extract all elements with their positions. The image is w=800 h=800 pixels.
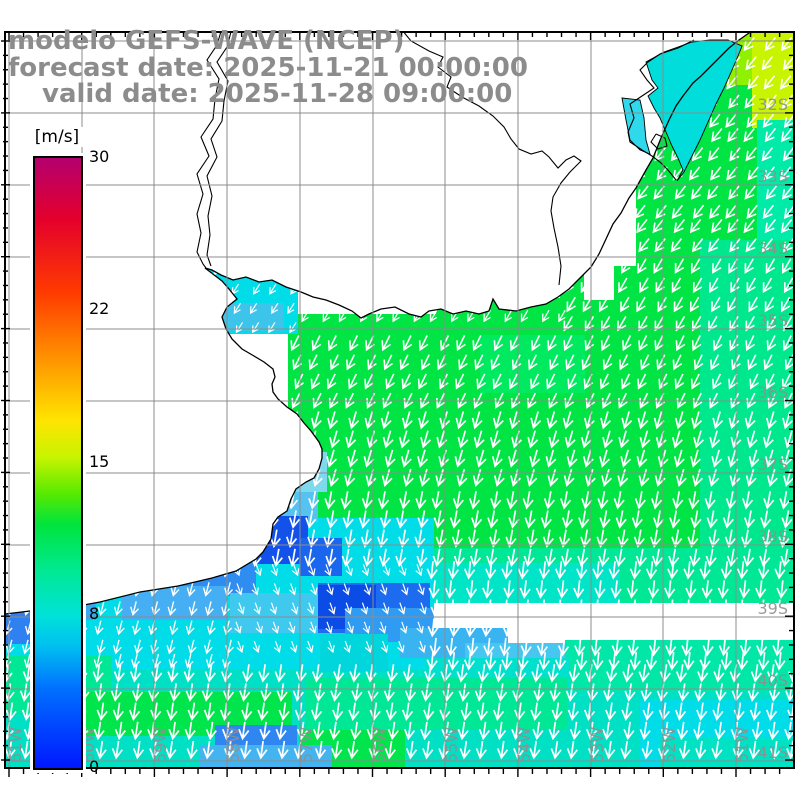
coastline (5, 32, 752, 615)
model-title: modelo GEFS-WAVE (NCEP) (8, 26, 405, 56)
colorbar (33, 156, 83, 770)
lon-label: 56W (370, 727, 389, 763)
lon-label: 53W (588, 727, 607, 763)
river-line (196, 32, 222, 269)
lon-label: 60W (79, 727, 98, 763)
axis-ticks (1, 32, 794, 777)
valid-date-label: valid date: 2025-11-28 09:00:00 (42, 79, 513, 109)
lon-label: 54W (515, 727, 534, 763)
lagoons (196, 32, 743, 286)
lat-label: 36S (757, 383, 788, 402)
river-line (206, 32, 232, 267)
lon-label: 52W (660, 727, 679, 763)
lat-label: 41S (757, 743, 788, 762)
lat-label: 40S (757, 671, 788, 690)
lon-label: 55W (442, 727, 461, 763)
lat-label: 37S (757, 455, 788, 474)
lon-label: 51W (733, 727, 752, 763)
landmass (5, 32, 751, 614)
lat-label: 34S (757, 239, 788, 258)
colorbar-unit-label: [m/s] (28, 127, 86, 147)
lat-label: 35S (757, 311, 788, 330)
lat-label: 32S (757, 95, 788, 114)
lon-label: 59W (151, 727, 170, 763)
lon-label: 58W (224, 727, 243, 763)
colorbar-tick-label: 15 (89, 452, 110, 471)
forecast-date-label: forecast date: 2025-11-21 00:00:00 (8, 53, 528, 83)
colorbar-tick-label: 22 (89, 299, 110, 318)
lon-label: 57W (297, 727, 316, 763)
lat-label: 38S (757, 527, 788, 546)
colorbar-tick-label: 8 (89, 604, 100, 623)
lon-label: 61W (6, 727, 25, 763)
lagoon-shoreline (627, 39, 695, 181)
lat-label: 39S (757, 599, 788, 618)
colorbar-tick-label: 0 (89, 757, 100, 776)
colorbar-tick-label: 30 (89, 147, 110, 166)
axis-labels: 32S 33S 34S 35S 36S 37S 38S 39S 40S 41S 61W 60W 59W 5… (6, 95, 788, 763)
lat-label: 33S (757, 167, 788, 186)
plot-frame (4, 31, 795, 769)
